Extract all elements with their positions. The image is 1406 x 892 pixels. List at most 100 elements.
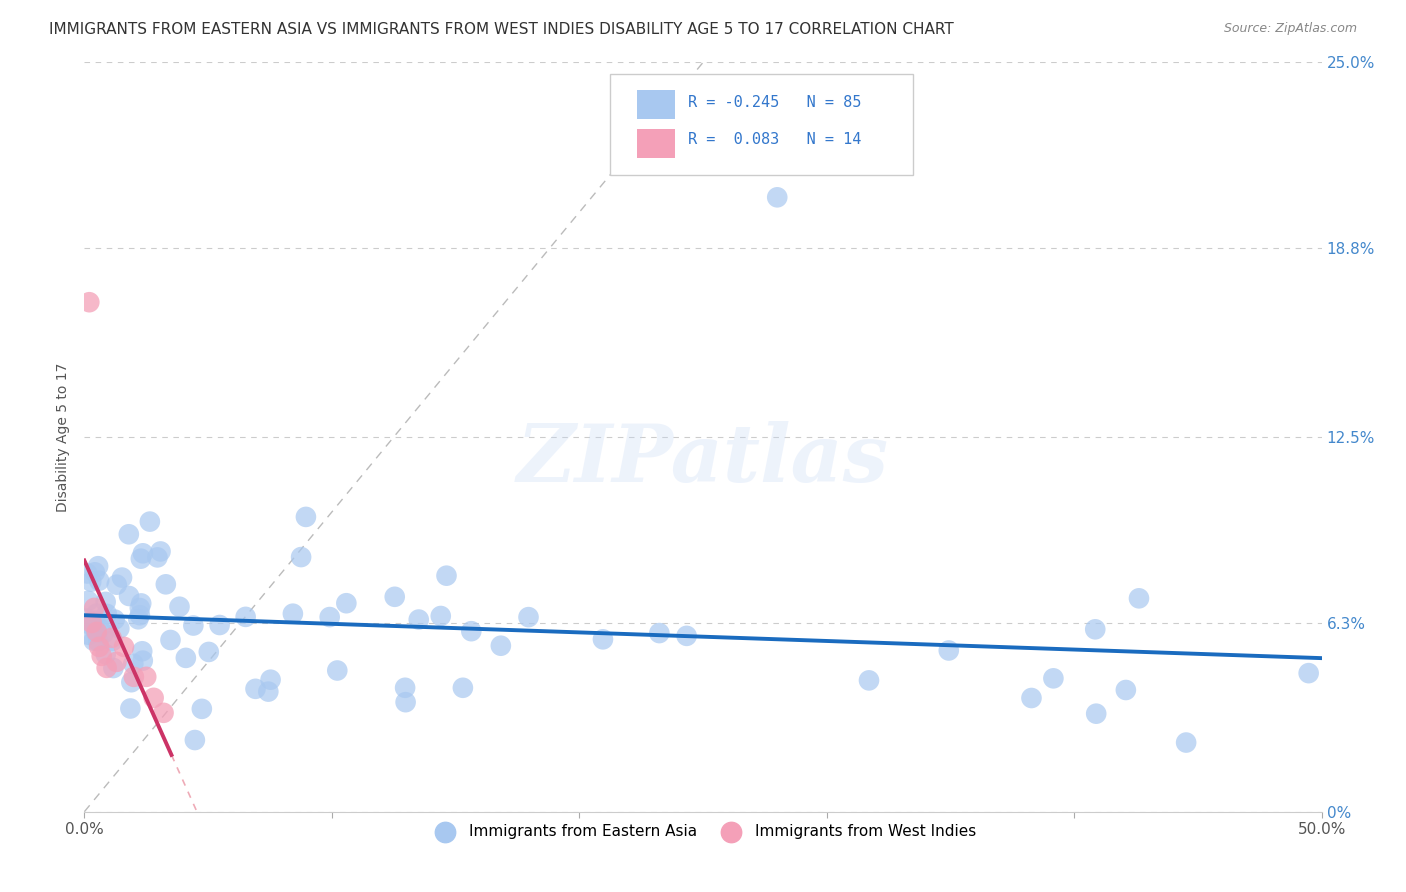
Point: [394, 695, 416, 709]
Point: [79, 617, 101, 632]
Point: [90, 648, 112, 663]
Point: [146, 550, 169, 565]
Point: [118, 527, 141, 541]
Point: [938, 643, 960, 657]
Point: [142, 690, 165, 705]
Point: [86, 607, 108, 621]
Point: [149, 544, 172, 558]
Point: [127, 612, 149, 626]
Point: [290, 550, 312, 565]
Point: [84, 625, 107, 640]
Text: IMMIGRANTS FROM EASTERN ASIA VS IMMIGRANTS FROM WEST INDIES DISABILITY AGE 5 TO : IMMIGRANTS FROM EASTERN ASIA VS IMMIGRAN…: [49, 22, 953, 37]
Point: [517, 610, 540, 624]
Point: [108, 622, 131, 636]
Point: [281, 607, 304, 621]
Point: [1084, 623, 1107, 637]
Point: [245, 681, 267, 696]
Point: [120, 701, 142, 715]
Point: [155, 577, 177, 591]
Point: [460, 624, 482, 639]
Point: [122, 670, 145, 684]
Point: [120, 675, 142, 690]
Point: [183, 618, 205, 632]
Point: [101, 633, 124, 648]
Point: [77, 628, 100, 642]
Point: [335, 596, 357, 610]
Point: [257, 684, 280, 698]
Point: [489, 639, 512, 653]
Point: [592, 632, 614, 647]
Point: [89, 621, 111, 635]
Point: [79, 295, 101, 310]
Point: [103, 661, 125, 675]
Point: [96, 661, 118, 675]
Point: [1115, 683, 1137, 698]
Point: [675, 629, 697, 643]
Point: [89, 640, 111, 654]
Point: [76, 566, 98, 581]
Text: Source: ZipAtlas.com: Source: ZipAtlas.com: [1223, 22, 1357, 36]
Text: R =  0.083   N = 14: R = 0.083 N = 14: [688, 132, 862, 147]
Point: [152, 706, 174, 720]
Point: [384, 590, 406, 604]
Point: [394, 681, 416, 695]
Point: [1298, 666, 1320, 681]
Point: [111, 571, 134, 585]
Text: ZIPatlas: ZIPatlas: [517, 421, 889, 499]
Point: [80, 574, 103, 589]
FancyBboxPatch shape: [610, 74, 914, 175]
Point: [858, 673, 880, 688]
Point: [104, 613, 127, 627]
Point: [128, 601, 150, 615]
Text: R = -0.245   N = 85: R = -0.245 N = 85: [688, 95, 862, 110]
Point: [122, 657, 145, 671]
Point: [1128, 591, 1150, 606]
Point: [132, 546, 155, 560]
Point: [87, 634, 110, 648]
Point: [77, 594, 100, 608]
Point: [96, 607, 118, 621]
Point: [169, 599, 191, 614]
Point: [93, 626, 115, 640]
FancyBboxPatch shape: [637, 129, 675, 158]
Point: [135, 670, 157, 684]
Point: [83, 601, 105, 615]
Point: [87, 559, 110, 574]
Point: [1085, 706, 1108, 721]
Point: [648, 626, 671, 640]
Point: [259, 673, 281, 687]
Point: [1042, 671, 1064, 685]
Point: [208, 618, 231, 632]
Point: [159, 632, 181, 647]
Point: [132, 654, 155, 668]
Point: [83, 633, 105, 648]
Point: [235, 610, 257, 624]
Point: [129, 551, 152, 566]
Point: [191, 702, 214, 716]
Point: [86, 624, 108, 638]
Point: [94, 595, 117, 609]
Point: [1021, 691, 1043, 706]
Point: [89, 574, 111, 588]
Point: [174, 651, 197, 665]
Point: [86, 624, 108, 639]
Point: [408, 613, 430, 627]
Point: [105, 577, 128, 591]
Point: [83, 614, 105, 628]
Point: [112, 640, 135, 654]
Point: [326, 664, 349, 678]
Point: [436, 568, 458, 582]
Point: [1175, 735, 1198, 749]
Point: [318, 610, 340, 624]
Point: [129, 596, 152, 610]
Y-axis label: Disability Age 5 to 17: Disability Age 5 to 17: [56, 362, 70, 512]
Point: [451, 681, 474, 695]
Point: [295, 509, 318, 524]
Point: [105, 655, 128, 669]
FancyBboxPatch shape: [637, 90, 675, 119]
Point: [80, 615, 103, 630]
Point: [184, 733, 207, 747]
Point: [766, 190, 789, 204]
Point: [429, 609, 451, 624]
Point: [100, 631, 122, 645]
